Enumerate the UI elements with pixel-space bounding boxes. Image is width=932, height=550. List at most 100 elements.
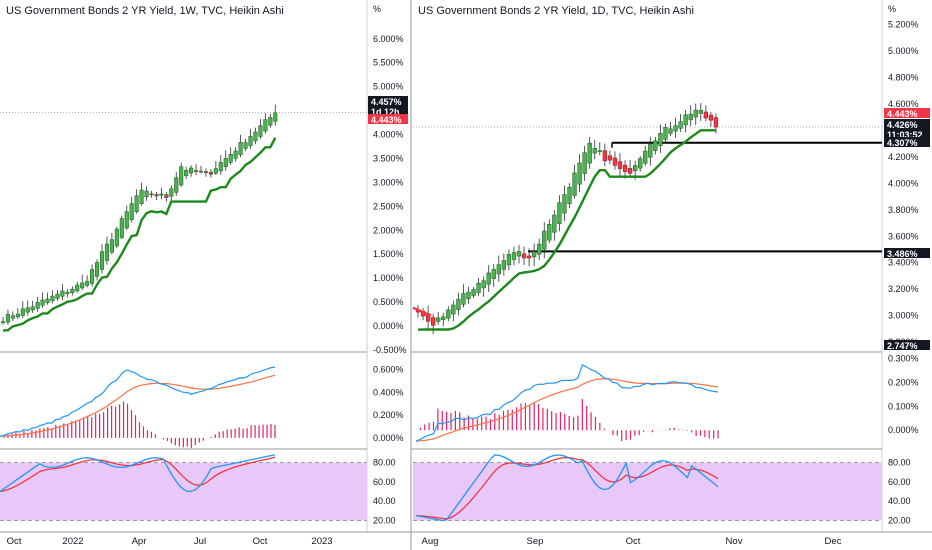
candle-body (673, 125, 678, 132)
candle-body (663, 127, 668, 140)
price-tick-label: 4.200% (888, 152, 919, 162)
candle-body (542, 230, 547, 250)
right-chart-panel[interactable]: US Government Bonds 2 YR Yield, 1D, TVC,… (412, 4, 930, 547)
candle-body (466, 291, 471, 300)
candle-body (683, 114, 688, 126)
candle-body (184, 169, 189, 177)
right-price-unit: % (888, 4, 896, 14)
price-tag-text: 4.443% (887, 109, 918, 119)
price-tick-label: 0.000% (373, 321, 404, 331)
price-tick-label: 4.600% (888, 99, 919, 109)
candle-body (592, 148, 597, 154)
candle-body (577, 162, 582, 185)
candle-body (476, 283, 481, 293)
right-price-tags: 4.443%4.426%11:03:524.307% 3.486% 2.747% (884, 108, 930, 351)
candle-body (552, 214, 557, 233)
price-tick-label: 3.600% (888, 231, 919, 241)
price-tick-label: 1.500% (373, 249, 404, 259)
price-tick-label: 5.200% (888, 20, 919, 30)
candle-body (532, 251, 537, 258)
macd-line (415, 363, 719, 442)
candle-body (501, 260, 507, 270)
candle-body (174, 177, 179, 193)
price-tick-label: 5.000% (888, 46, 919, 56)
price-tag-text: 2.747% (887, 341, 918, 351)
candle-body (189, 167, 194, 174)
candle-body (55, 293, 60, 299)
candle-body (617, 161, 623, 169)
price-tick-label: 3.200% (888, 284, 919, 294)
price-tick-label: 2.000% (373, 225, 404, 235)
stoch-tick-label: 80.00 (888, 458, 911, 468)
time-tick-label: Apr (132, 536, 147, 547)
candle-body (129, 203, 134, 221)
stoch-d-line (0, 456, 276, 493)
stoch-band-fill (413, 462, 882, 521)
stoch-band (0, 462, 882, 521)
candle-body (562, 194, 567, 214)
candle-body (248, 136, 253, 146)
candle-body (633, 165, 638, 172)
candle-body (233, 150, 238, 159)
candle-body (50, 295, 55, 302)
macd-line (0, 366, 276, 437)
time-tick-label: Jul (194, 536, 206, 547)
price-tag-text: 3.486% (887, 249, 918, 259)
candle-body (179, 166, 184, 186)
candle-body (537, 243, 542, 255)
candle-body (693, 109, 698, 118)
price-tick-label: 3.000% (373, 177, 404, 187)
candle-body (75, 284, 80, 292)
price-tag (368, 114, 408, 124)
candle-body (104, 243, 110, 261)
macd-tick-label: 0.000% (373, 433, 404, 443)
candle-body (511, 252, 517, 260)
candle-body (597, 150, 602, 152)
candle-body (612, 157, 618, 166)
price-tag-text: 1d 12h (371, 107, 400, 117)
candle-body (627, 168, 633, 174)
macd-tick-label: 0.000% (888, 425, 919, 435)
candle-body (587, 142, 592, 164)
candle-body (648, 143, 653, 158)
left-chart-title: US Government Bonds 2 YR Yield, 1W, TVC,… (6, 5, 284, 17)
candle-body (441, 316, 446, 320)
candle-body (213, 168, 218, 174)
price-tick-label: 1.000% (373, 273, 404, 283)
candle-body (486, 272, 491, 285)
macd-tick-label: 0.100% (888, 401, 919, 411)
left-chart-panel[interactable]: US Government Bonds 2 YR Yield, 1W, TVC,… (0, 4, 408, 547)
price-tick-label: 4.800% (888, 73, 919, 83)
macd-tick-label: 0.200% (888, 377, 919, 387)
price-tag-text: 11:03:52 (887, 130, 923, 140)
stoch-band-fill (0, 462, 367, 521)
price-tag (884, 119, 930, 139)
candle-body (208, 171, 213, 175)
right-chart-title: US Government Bonds 2 YR Yield, 1D, TVC,… (418, 5, 694, 17)
candle-body (10, 315, 15, 319)
candle-body (114, 228, 119, 247)
candle-body (451, 304, 456, 315)
time-tick-label: 2022 (62, 536, 83, 547)
macd-signal-line (415, 378, 719, 442)
candle-body (516, 251, 522, 257)
candle-body (572, 172, 577, 196)
candle-body (223, 157, 228, 167)
price-tag-text: 4.307% (887, 138, 918, 148)
candle-body (708, 114, 714, 121)
macd-tick-label: 0.600% (373, 365, 404, 375)
candle-body (461, 293, 466, 305)
candle-body (263, 119, 268, 132)
candle-body (124, 211, 129, 229)
candle-body (45, 298, 50, 303)
candle-body (268, 117, 273, 126)
candle-body (95, 262, 100, 277)
candle-body (119, 218, 124, 238)
candle-body (506, 254, 512, 266)
candle-body (80, 282, 85, 289)
price-tick-label: 4.000% (888, 178, 919, 188)
candle-body (258, 125, 263, 137)
time-tick-label: Aug (422, 536, 439, 547)
candle-body (15, 313, 20, 318)
